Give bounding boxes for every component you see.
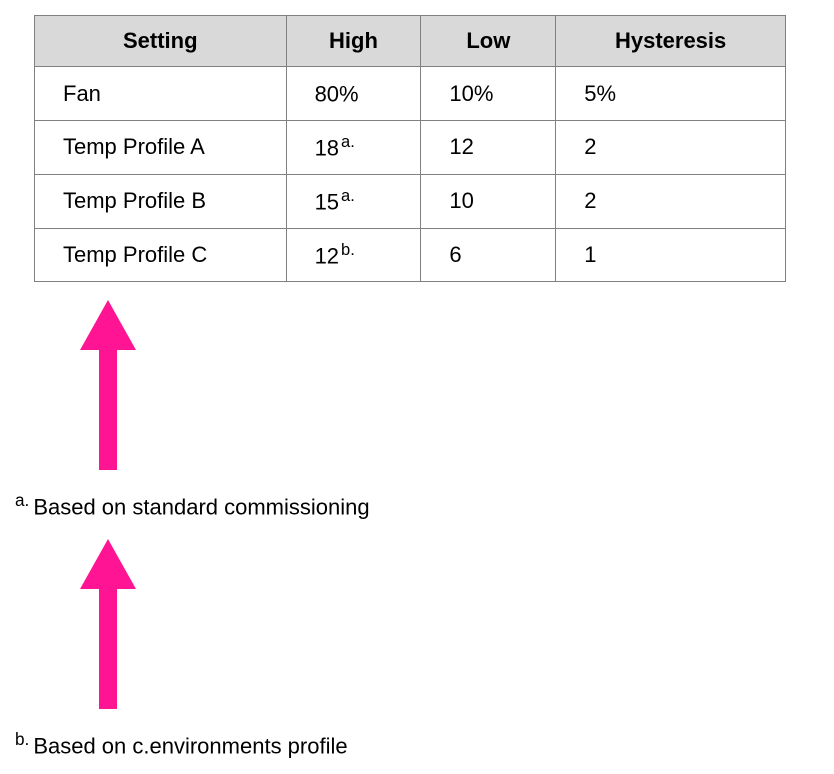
table-row: Temp Profile A 18a. 12 2 [35,121,786,175]
cell-high: 12b. [286,228,421,282]
footnote-ref: a. [341,133,355,151]
arrow-region-1 [10,282,824,482]
cell-hyst: 2 [556,174,786,228]
up-arrow-icon [80,300,136,470]
cell-hyst: 2 [556,121,786,175]
cell-setting: Fan [35,67,287,121]
col-header-setting: Setting [35,16,287,67]
cell-setting: Temp Profile B [35,174,287,228]
col-header-low: Low [421,16,556,67]
cell-low: 10% [421,67,556,121]
footnote-marker: a. [15,490,29,510]
footnote-b: b.Based on c.environments profile [15,729,824,759]
up-arrow-icon [80,539,136,709]
footnote-a: a.Based on standard commissioning [15,490,824,520]
col-header-hysteresis: Hysteresis [556,16,786,67]
cell-high: 15a. [286,174,421,228]
table-row: Temp Profile C 12b. 6 1 [35,228,786,282]
table-row: Fan 80% 10% 5% [35,67,786,121]
arrow-region-2 [10,521,824,721]
cell-high: 18a. [286,121,421,175]
footnote-ref: b. [341,241,355,259]
col-header-high: High [286,16,421,67]
footnote-marker: b. [15,729,29,749]
footnote-text: Based on c.environments profile [33,733,347,758]
settings-table: Setting High Low Hysteresis Fan 80% 10% … [34,15,786,282]
cell-high: 80% [286,67,421,121]
table-row: Temp Profile B 15a. 10 2 [35,174,786,228]
footnote-text: Based on standard commissioning [33,495,369,520]
cell-low: 10 [421,174,556,228]
cell-low: 6 [421,228,556,282]
cell-setting: Temp Profile C [35,228,287,282]
cell-hyst: 5% [556,67,786,121]
footnote-ref: a. [341,187,355,205]
cell-setting: Temp Profile A [35,121,287,175]
cell-low: 12 [421,121,556,175]
cell-hyst: 1 [556,228,786,282]
table-header-row: Setting High Low Hysteresis [35,16,786,67]
